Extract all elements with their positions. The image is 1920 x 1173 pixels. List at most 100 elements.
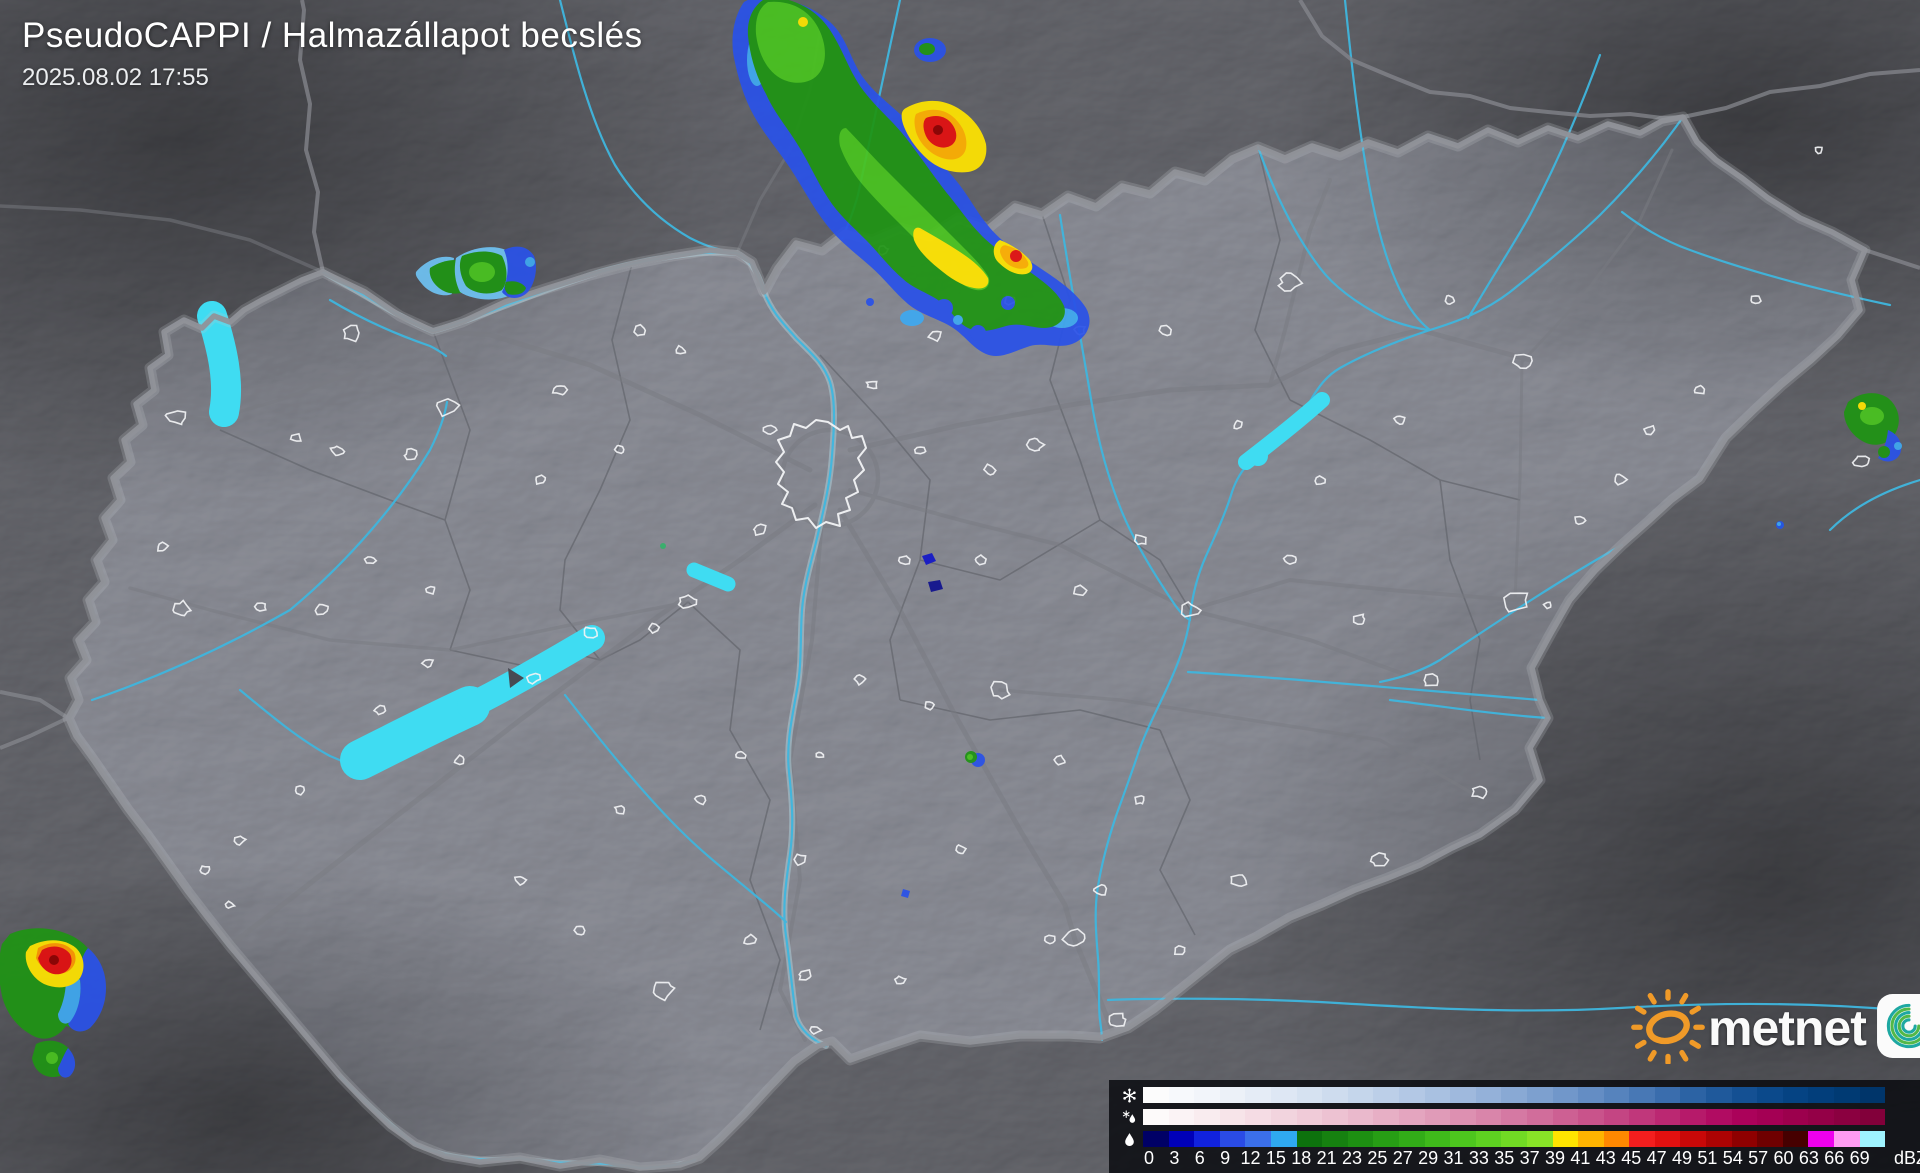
koros-branch-2 [1388, 698, 1550, 720]
scale-cell [1373, 1087, 1399, 1103]
scale-cell [1168, 1131, 1195, 1147]
scale-cell [1398, 1131, 1425, 1147]
city-outline [1230, 874, 1248, 888]
city-outline [734, 750, 747, 759]
scale-cell [1270, 1087, 1297, 1103]
scale-cell [1578, 1109, 1604, 1125]
city-outline [224, 900, 237, 909]
scale-cell [1270, 1109, 1297, 1125]
scale-cell [1219, 1109, 1246, 1125]
scale-cell [1603, 1131, 1630, 1147]
east-river [1828, 478, 1920, 532]
city-outline [924, 701, 936, 711]
tick-label: 39 [1545, 1148, 1566, 1168]
tick-label: 66 [1824, 1148, 1845, 1168]
scale-cell [1450, 1131, 1476, 1147]
radar-specks [660, 521, 1784, 898]
scale-cell [1578, 1131, 1604, 1147]
hungary-border [65, 114, 1868, 1171]
tick-label: 3 [1169, 1148, 1180, 1168]
scale-cell [1629, 1131, 1655, 1147]
scale-cell [1143, 1131, 1169, 1147]
city-outline [583, 626, 599, 639]
scale-cell [1219, 1131, 1246, 1147]
title-block: PseudoCAPPI / Halmazállapot becslés 2025… [22, 16, 643, 92]
legend-tick-labels: dBZ 036912151821232527293133353739414345… [1144, 1148, 1920, 1170]
scale-cell [1680, 1087, 1707, 1103]
scale-cell [1706, 1087, 1732, 1103]
city-outline [897, 555, 911, 566]
tick-label: 51 [1697, 1148, 1718, 1168]
tick-label: 33 [1468, 1148, 1489, 1168]
scale-cell [1757, 1131, 1783, 1147]
city-outline [693, 794, 707, 806]
scale-cell [1322, 1109, 1348, 1125]
scale-cell [1424, 1131, 1451, 1147]
scale-cell [1578, 1087, 1604, 1103]
city-outline [1108, 1012, 1127, 1028]
city-outline [1369, 852, 1390, 867]
sleet-scale-bar [1143, 1109, 1886, 1125]
city-outline [633, 323, 647, 337]
city-outline [990, 680, 1011, 700]
tick-label: 15 [1265, 1148, 1286, 1168]
city-outline [372, 704, 387, 716]
tick-label: 25 [1367, 1148, 1388, 1168]
legend-unit: dBZ [1894, 1148, 1920, 1168]
radar-cell-northwest [415, 246, 536, 300]
scale-cell [1501, 1087, 1527, 1103]
tick-label: 31 [1443, 1148, 1464, 1168]
scale-cell [1680, 1109, 1707, 1125]
tihany-notch [508, 668, 524, 688]
hernad-river [1343, 0, 1432, 332]
city-outline [1693, 384, 1706, 395]
scale-cell [1552, 1109, 1579, 1125]
county-borders [219, 146, 1521, 1031]
scale-cell [1808, 1087, 1835, 1103]
scale-cell [1501, 1131, 1527, 1147]
city-outline [853, 674, 867, 687]
legend-row-rain [1115, 1131, 1886, 1147]
raba-river [90, 400, 449, 702]
city-outline [314, 603, 329, 616]
sun-icon [1630, 988, 1706, 1069]
neighbor-borders [0, 0, 1920, 750]
scale-cell [1373, 1131, 1399, 1147]
lakes [197, 301, 1330, 780]
city-outline [613, 444, 625, 455]
city-outline [1352, 613, 1366, 626]
snowflake-icon [1115, 1087, 1143, 1103]
tick-label: 45 [1621, 1148, 1642, 1168]
tick-label: 12 [1240, 1148, 1261, 1168]
city-outline [1511, 353, 1533, 370]
mountain-shade-sw [0, 860, 720, 1173]
mountain-shade-ne [1270, 0, 1920, 420]
city-outline [1314, 474, 1327, 486]
scale-cell [1194, 1131, 1220, 1147]
city-outline [1282, 554, 1298, 565]
tick-label: 57 [1748, 1148, 1769, 1168]
city-outline [435, 398, 461, 418]
city-outline [1444, 294, 1456, 306]
legend-row-sleet [1115, 1109, 1886, 1125]
city-outline [815, 751, 825, 759]
scale-cell [1782, 1087, 1809, 1103]
city-outline [752, 523, 767, 537]
city-outline [1053, 754, 1066, 766]
scale-cell [1322, 1087, 1348, 1103]
scale-cell [1526, 1109, 1553, 1125]
scale-cell [1782, 1109, 1809, 1125]
tick-label: 18 [1291, 1148, 1312, 1168]
city-outline [551, 385, 569, 396]
scale-cell [1731, 1109, 1758, 1125]
scale-cell [1731, 1087, 1758, 1103]
tick-label: 43 [1595, 1148, 1616, 1168]
city-outline [652, 981, 676, 1002]
rain-scale-bar [1143, 1131, 1886, 1147]
radar-cell-north [732, 0, 1090, 356]
city-outline [403, 447, 418, 461]
scale-cell [1526, 1087, 1553, 1103]
scale-cell [1654, 1109, 1681, 1125]
roads [0, 28, 1674, 1042]
